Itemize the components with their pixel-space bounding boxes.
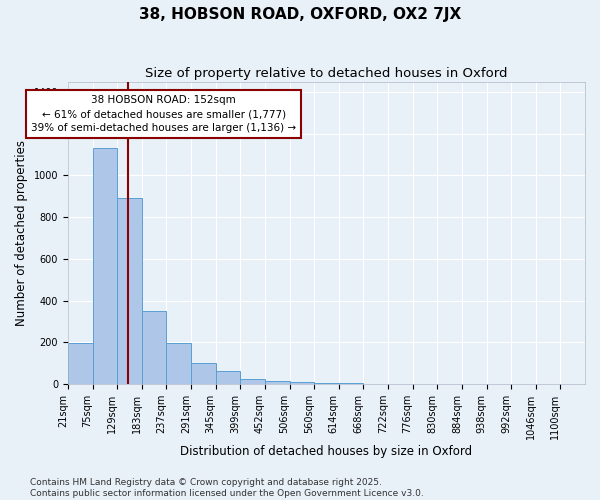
Bar — [142, 311, 166, 384]
Bar — [265, 381, 290, 384]
Text: Contains HM Land Registry data © Crown copyright and database right 2025.
Contai: Contains HM Land Registry data © Crown c… — [30, 478, 424, 498]
Bar — [117, 198, 142, 384]
X-axis label: Distribution of detached houses by size in Oxford: Distribution of detached houses by size … — [181, 444, 473, 458]
Bar — [92, 148, 117, 384]
Y-axis label: Number of detached properties: Number of detached properties — [15, 140, 28, 326]
Bar — [191, 363, 215, 384]
Bar — [166, 344, 191, 384]
Title: Size of property relative to detached houses in Oxford: Size of property relative to detached ho… — [145, 68, 508, 80]
Bar — [240, 379, 265, 384]
Bar — [314, 383, 339, 384]
Bar — [68, 344, 92, 384]
Bar — [215, 372, 240, 384]
Text: 38 HOBSON ROAD: 152sqm
← 61% of detached houses are smaller (1,777)
39% of semi-: 38 HOBSON ROAD: 152sqm ← 61% of detached… — [31, 96, 296, 134]
Bar — [290, 382, 314, 384]
Text: 38, HOBSON ROAD, OXFORD, OX2 7JX: 38, HOBSON ROAD, OXFORD, OX2 7JX — [139, 8, 461, 22]
